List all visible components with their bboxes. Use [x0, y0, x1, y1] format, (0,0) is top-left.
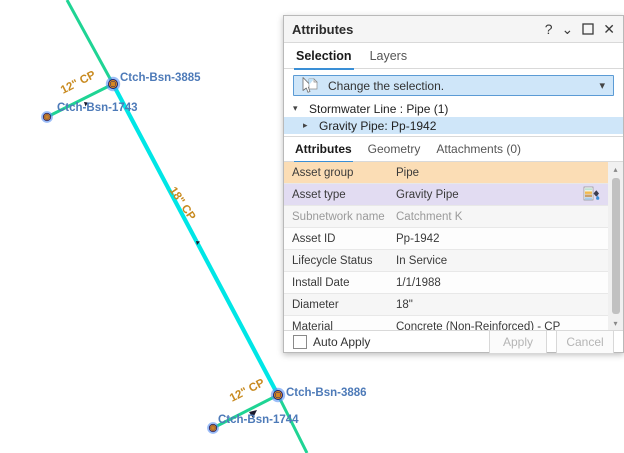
svg-text:12" CP: 12" CP	[228, 377, 267, 405]
svg-text:Ctch-Bsn-1744: Ctch-Bsn-1744	[218, 414, 299, 426]
svg-text:Ctch-Bsn-3885: Ctch-Bsn-3885	[120, 72, 201, 84]
svg-text:12" CP: 12" CP	[59, 69, 98, 97]
svg-text:Ctch-Bsn-1743: Ctch-Bsn-1743	[57, 102, 138, 114]
svg-text:Ctch-Bsn-3886: Ctch-Bsn-3886	[286, 387, 367, 399]
